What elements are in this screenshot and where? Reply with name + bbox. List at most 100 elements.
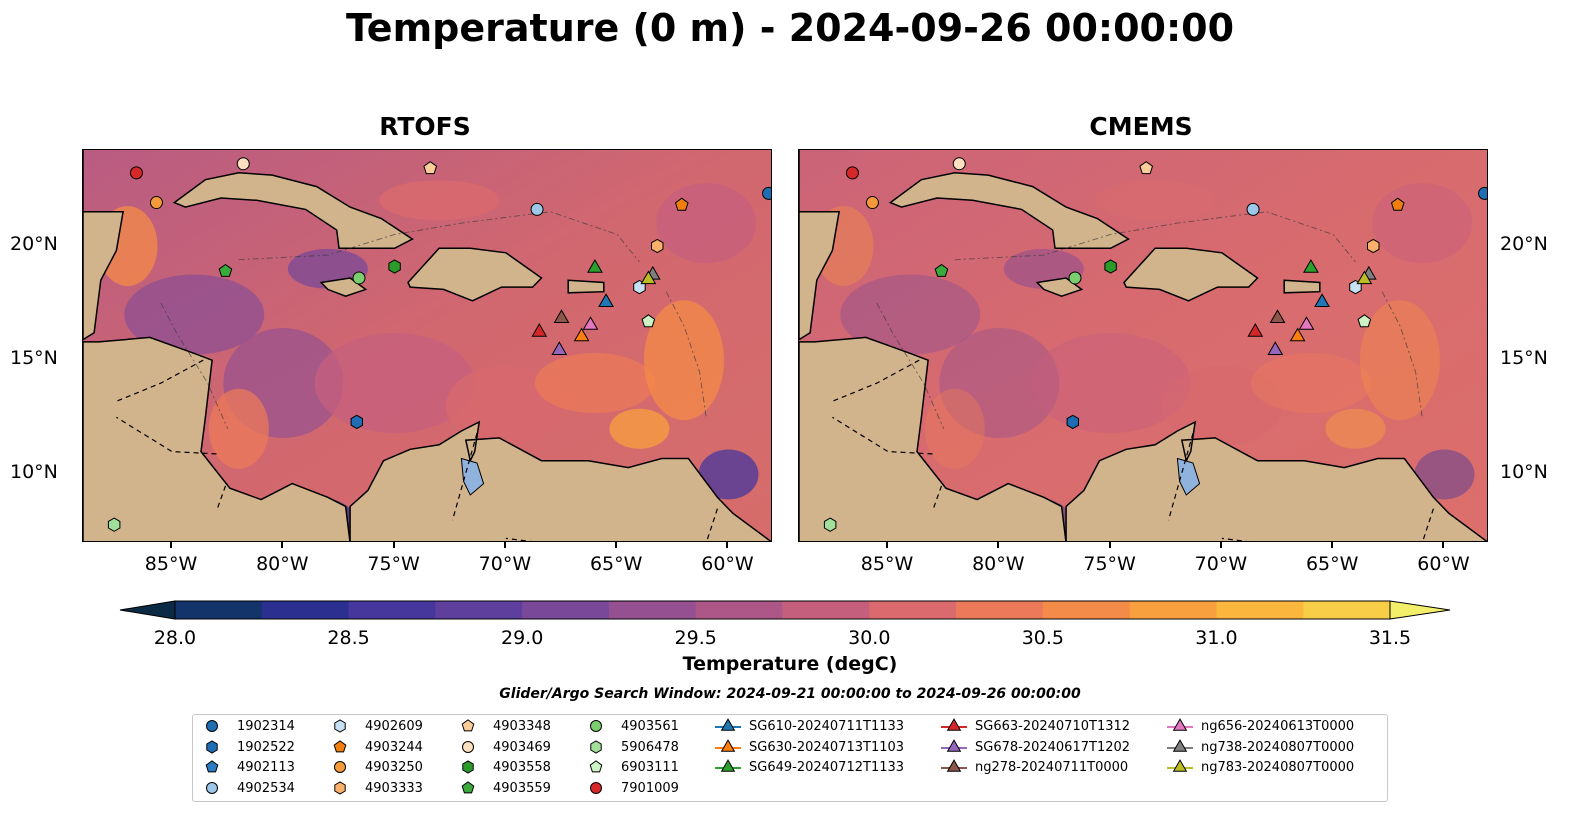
map-panel-cmems [798, 149, 1488, 542]
colorbar-segment [1303, 601, 1391, 619]
marker-4903561 [1068, 271, 1082, 285]
colorbar-arrow-low [119, 600, 176, 620]
colorbar-tick-label: 30.5 [1021, 627, 1064, 649]
colorbar-segment [175, 601, 263, 619]
lon-tick-mark [1442, 542, 1445, 548]
triangle-marker-icon [941, 759, 967, 772]
marker-SG630-20240713T1103 [573, 327, 590, 342]
lon-tick-mark [615, 542, 618, 548]
marker-1902522 [350, 414, 363, 430]
colorbar-tick-label: 29.5 [674, 627, 717, 649]
lat-tick-label-right: 10°N [1500, 461, 1548, 484]
colorbar-segment [1042, 601, 1131, 619]
triangle-marker-icon [941, 738, 967, 752]
legend-label: 4903348 [493, 719, 551, 734]
marker-SG610-20240711T1133 [598, 293, 614, 307]
colorbar-segment [695, 601, 783, 619]
marker-6903111 [641, 314, 656, 328]
marker-4903244 [1390, 197, 1405, 211]
map-rtofs [83, 150, 771, 541]
figure-title: Temperature (0 m) - 2024-09-26 00:00:00 [345, 6, 1235, 50]
lat-tick-label-left: 10°N [10, 461, 58, 484]
legend-label: 4903333 [365, 780, 423, 796]
legend-label: 4902534 [237, 780, 295, 796]
hexagon-marker-icon [462, 760, 474, 774]
circle-marker-icon [334, 761, 346, 773]
lon-tick-label: 60°W [701, 553, 754, 575]
colorbar [119, 600, 1451, 620]
lon-tick-label: 80°W [256, 553, 309, 575]
triangle-marker-icon [715, 738, 741, 752]
marker-4903559 [218, 263, 233, 277]
marker-4902534 [530, 202, 544, 216]
lon-tick-label: 70°W [478, 553, 532, 575]
marker-4903348 [423, 161, 438, 175]
lon-tick-mark [886, 542, 889, 548]
triangle-marker-icon [715, 718, 741, 731]
legend-label: 4903559 [493, 780, 551, 796]
legend-label: 5906478 [621, 739, 679, 755]
colorbar-tick-label: 29.0 [500, 627, 544, 649]
search-window-text: Glider/Argo Search Window: 2024-09-21 00… [499, 686, 1081, 702]
marker-4903469 [236, 157, 250, 171]
lon-tick-label: 85°W [144, 553, 198, 575]
lon-tick-label: 65°W [1305, 553, 1359, 575]
legend-label: SG630-20240713T1103 [749, 739, 905, 755]
pentagon-marker-icon [333, 739, 347, 752]
legend-label: 4903561 [621, 719, 679, 734]
marker-SG630-20240713T1103 [1289, 327, 1306, 342]
legend-label: 1902314 [237, 719, 295, 734]
marker-1902314 [762, 186, 771, 200]
triangle-marker-icon [715, 759, 741, 772]
lon-tick-mark [726, 542, 729, 548]
legend-label: SG663-20240710T1312 [975, 719, 1131, 734]
colorbar-tick-label: 31.5 [1368, 627, 1412, 649]
marker-SG663-20240710T1312 [1247, 322, 1264, 337]
colorbar-tick-label: 31.0 [1195, 627, 1238, 649]
lon-tick-label: 70°W [1194, 553, 1248, 575]
marker-5906478 [107, 517, 121, 532]
marker-4903558 [1104, 259, 1117, 274]
marker-4903333 [651, 238, 664, 254]
marker-SG663-20240710T1312 [531, 322, 548, 337]
marker-SG610-20240711T1133 [1314, 293, 1330, 307]
lon-tick-label: 85°W [860, 553, 914, 575]
marker-1902314 [1478, 186, 1487, 200]
marker-ng783-20240807T0000 [1356, 270, 1373, 285]
marker-7901009 [845, 166, 859, 180]
colorbar-segment [522, 601, 610, 619]
lon-tick-mark [281, 542, 284, 548]
circle-marker-icon [590, 720, 602, 732]
colorbar-tick-label: 28.5 [327, 627, 370, 649]
lat-tick-label-left: 20°N [10, 232, 58, 255]
lon-tick-label: 65°W [589, 553, 643, 575]
map-cmems [799, 150, 1487, 541]
lon-tick-label: 80°W [972, 553, 1025, 575]
marker-ng783-20240807T0000 [640, 270, 657, 285]
legend-label: ng783-20240807T0000 [1201, 760, 1355, 775]
legend-label: 7901009 [621, 780, 679, 796]
colorbar-tick-label: 30.0 [848, 627, 891, 649]
lon-tick-mark [503, 542, 506, 548]
colorbar-segment [956, 601, 1044, 619]
legend-label: 4902609 [365, 719, 423, 734]
legend-label: 4903469 [493, 739, 551, 755]
pentagon-marker-icon [589, 760, 603, 773]
colorbar-segment [435, 601, 523, 619]
marker-SG678-20240617T1202 [551, 341, 568, 355]
marker-7901009 [129, 166, 143, 180]
marker-4903559 [934, 263, 949, 277]
lat-tick-label-right: 20°N [1500, 232, 1548, 255]
triangle-marker-icon [941, 718, 967, 731]
marker-4903469 [952, 157, 966, 171]
lon-tick-mark [1331, 542, 1334, 548]
marker-4903250 [865, 196, 879, 210]
marker-4903558 [388, 259, 401, 274]
marker-1902522 [1066, 414, 1079, 430]
observation-markers [107, 157, 771, 532]
legend-label: ng738-20240807T0000 [1201, 739, 1355, 755]
legend-label: SG649-20240712T1133 [749, 760, 905, 775]
colorbar-segment [261, 601, 350, 619]
legend-label: 4903250 [365, 760, 423, 775]
marker-4903250 [149, 196, 163, 210]
